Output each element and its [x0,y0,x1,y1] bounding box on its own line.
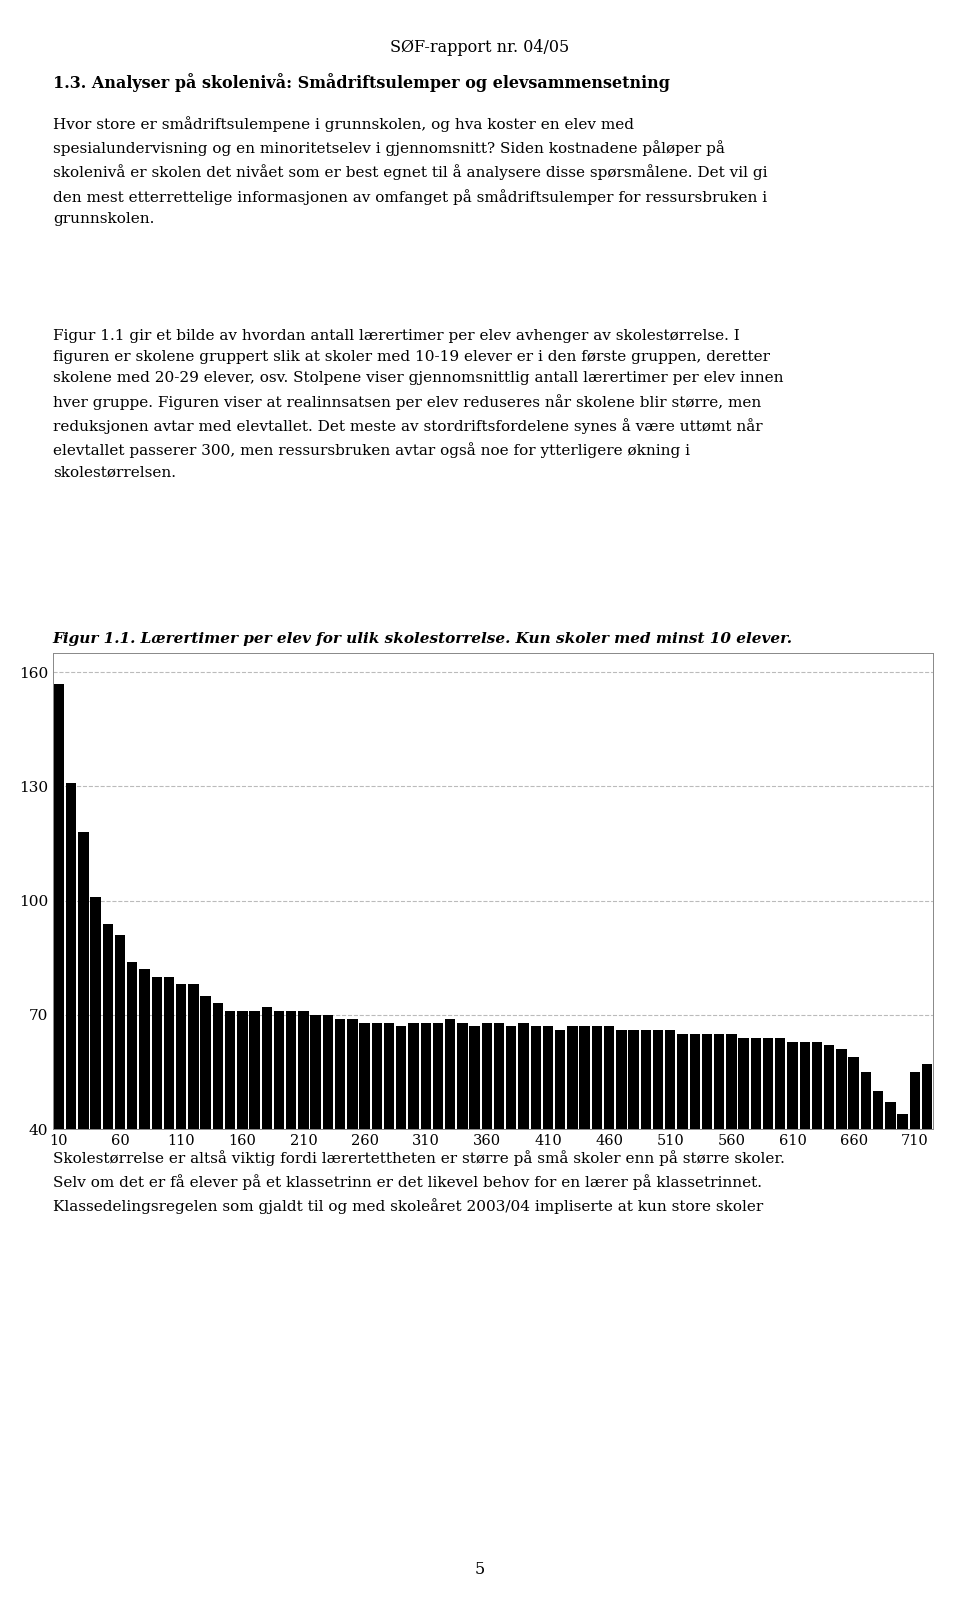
Bar [323,1015,333,1281]
Bar [237,1011,248,1281]
Bar [127,961,137,1281]
Bar [78,832,88,1281]
Text: Skolestørrelse er altså viktig fordi lærertettheten er større på små skoler enn : Skolestørrelse er altså viktig fordi lær… [53,1150,784,1215]
Bar [629,1031,638,1281]
Bar [702,1034,712,1281]
Bar [861,1073,871,1281]
Bar [250,1011,260,1281]
Bar [54,684,64,1281]
Bar [493,1023,504,1281]
Bar [580,1026,589,1281]
Bar [677,1034,687,1281]
Bar [286,1011,297,1281]
Bar [506,1026,516,1281]
Bar [800,1042,810,1281]
Bar [726,1034,736,1281]
Bar [445,1019,455,1281]
Bar [665,1031,676,1281]
Bar [775,1037,785,1281]
Bar [213,1003,223,1281]
Bar [555,1031,565,1281]
Bar [152,977,162,1281]
Bar [396,1026,406,1281]
Bar [812,1042,822,1281]
Bar [310,1015,321,1281]
Bar [348,1019,357,1281]
Bar [457,1023,468,1281]
Bar [738,1037,749,1281]
Text: Figur 1.1 gir et bilde av hvordan antall lærertimer per elev avhenger av skolest: Figur 1.1 gir et bilde av hvordan antall… [53,329,783,479]
Bar [176,984,186,1281]
Bar [531,1026,540,1281]
Bar [616,1031,627,1281]
Text: Figur 1.1. Lærertimer per elev for ulik skolestorrelse. Kun skoler med minst 10 : Figur 1.1. Lærertimer per elev for ulik … [53,632,793,647]
Bar [604,1026,614,1281]
Bar [787,1042,798,1281]
Text: Hvor store er smådriftsulempene i grunnskolen, og hva koster en elev med
spesial: Hvor store er smådriftsulempene i grunns… [53,116,767,226]
Bar [567,1026,578,1281]
Bar [751,1037,761,1281]
Bar [689,1034,700,1281]
Bar [591,1026,602,1281]
Bar [922,1065,932,1281]
Bar [225,1011,235,1281]
Bar [873,1090,883,1281]
Bar [849,1057,859,1281]
Bar [201,995,211,1281]
Bar [335,1019,346,1281]
Bar [640,1031,651,1281]
Bar [909,1073,920,1281]
Bar [714,1034,725,1281]
Bar [433,1023,444,1281]
Bar [653,1031,663,1281]
Bar [188,984,199,1281]
Bar [359,1023,370,1281]
Bar [518,1023,529,1281]
Bar [836,1048,847,1281]
Bar [408,1023,419,1281]
Bar [299,1011,309,1281]
Bar [469,1026,480,1281]
Bar [763,1037,773,1281]
Bar [824,1045,834,1281]
Bar [542,1026,553,1281]
Text: 1.3. Analyser på skolenivå: Smådriftsulemper og elevsammensetning: 1.3. Analyser på skolenivå: Smådriftsule… [53,73,670,92]
Bar [261,1007,272,1281]
Bar [90,897,101,1281]
Text: 5: 5 [475,1560,485,1578]
Bar [372,1023,382,1281]
Bar [66,782,77,1281]
Bar [898,1115,908,1281]
Bar [482,1023,492,1281]
Bar [164,977,174,1281]
Bar [420,1023,431,1281]
Bar [103,924,113,1281]
Bar [139,969,150,1281]
Text: SØF-rapport nr. 04/05: SØF-rapport nr. 04/05 [391,39,569,56]
Bar [384,1023,395,1281]
Bar [885,1102,896,1281]
Bar [115,936,125,1281]
Bar [274,1011,284,1281]
